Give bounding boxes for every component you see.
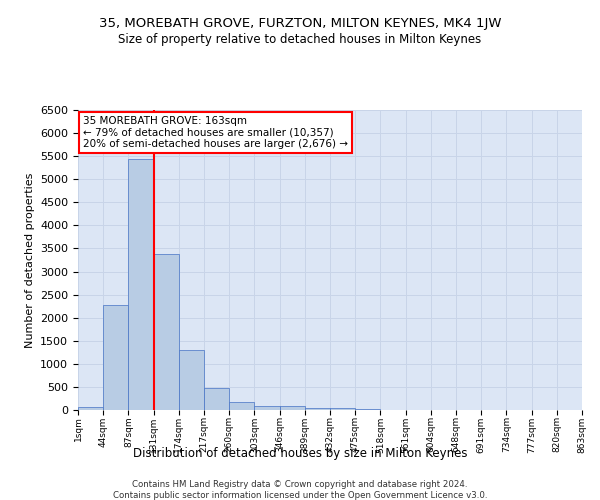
Bar: [229, 402, 254, 410]
Bar: [128, 160, 154, 410]
Bar: [103, 305, 128, 410]
Y-axis label: Number of detached properties: Number of detached properties: [25, 172, 35, 348]
Text: Distribution of detached houses by size in Milton Keynes: Distribution of detached houses by size …: [133, 448, 467, 460]
Bar: [179, 350, 204, 410]
Bar: [254, 406, 280, 410]
Text: Contains HM Land Registry data © Crown copyright and database right 2024.: Contains HM Land Registry data © Crown c…: [132, 480, 468, 489]
Bar: [154, 254, 179, 410]
Bar: [355, 409, 380, 410]
Text: Contains public sector information licensed under the Open Government Licence v3: Contains public sector information licen…: [113, 491, 487, 500]
Text: 35 MOREBATH GROVE: 163sqm
← 79% of detached houses are smaller (10,357)
20% of s: 35 MOREBATH GROVE: 163sqm ← 79% of detac…: [83, 116, 348, 149]
Bar: [305, 408, 330, 410]
Bar: [204, 388, 229, 410]
Bar: [78, 406, 103, 410]
Text: Size of property relative to detached houses in Milton Keynes: Size of property relative to detached ho…: [118, 32, 482, 46]
Bar: [330, 408, 355, 410]
Text: 35, MOREBATH GROVE, FURZTON, MILTON KEYNES, MK4 1JW: 35, MOREBATH GROVE, FURZTON, MILTON KEYN…: [99, 18, 501, 30]
Bar: [280, 406, 305, 410]
